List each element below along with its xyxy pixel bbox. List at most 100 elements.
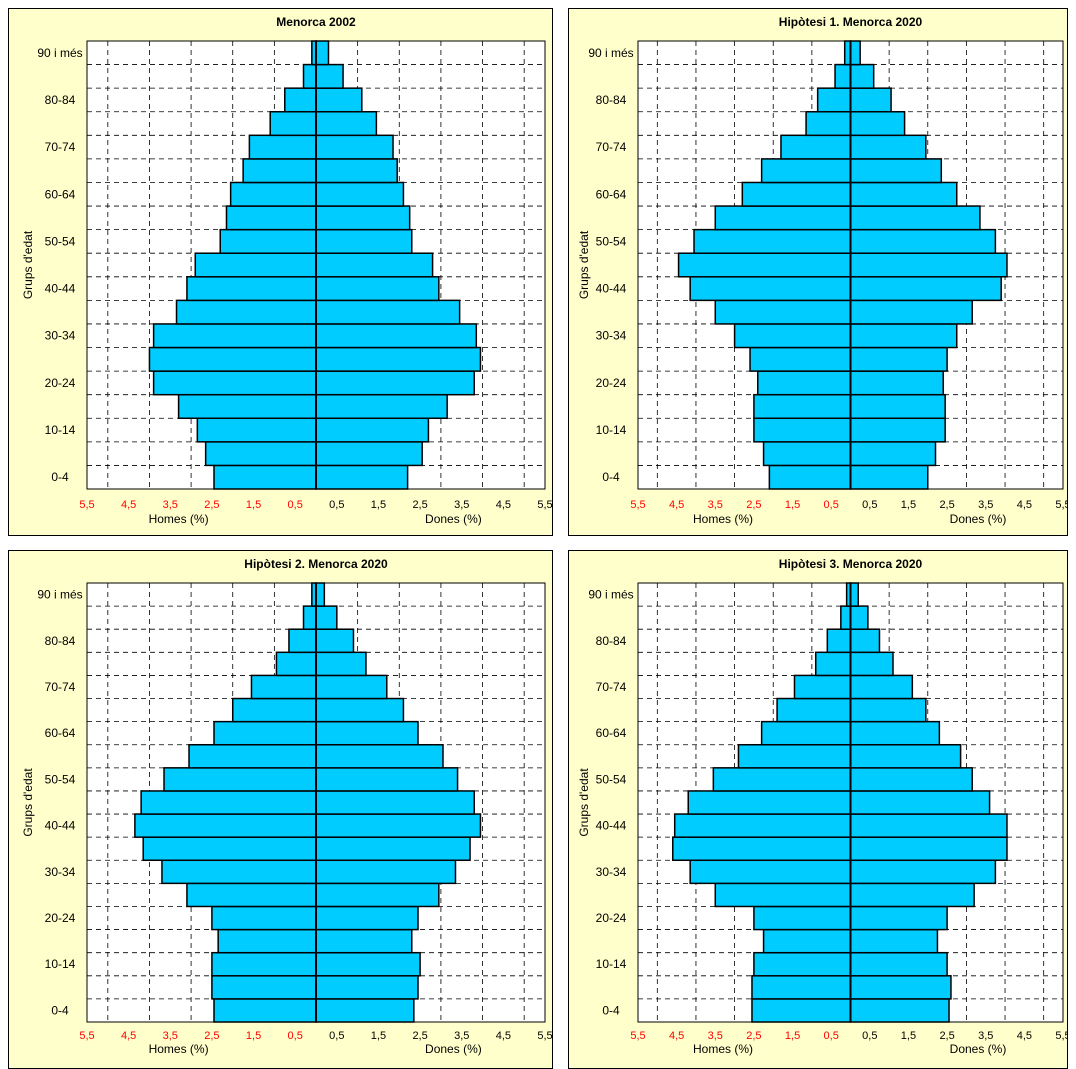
bar-dones xyxy=(315,441,423,467)
bar-homes xyxy=(163,767,317,792)
bar-dones xyxy=(849,299,973,325)
bar-homes xyxy=(161,859,317,885)
bar-dones xyxy=(849,252,1008,278)
bar-dones xyxy=(849,859,997,885)
bar-homes xyxy=(217,928,317,954)
bar-homes xyxy=(757,370,852,396)
bar-dones xyxy=(315,228,413,254)
bar-homes xyxy=(288,628,317,654)
bar-homes xyxy=(714,205,852,231)
bar-homes xyxy=(248,134,317,160)
bar-dones xyxy=(849,674,914,700)
bar-dones xyxy=(849,441,937,467)
x-axis-label-dones: Dones (%) xyxy=(425,512,482,526)
bar-dones xyxy=(849,417,946,443)
bar-dones xyxy=(849,767,973,792)
x-tick-label-homes: 1,5 xyxy=(246,499,261,511)
bar-homes xyxy=(250,674,317,700)
age-group-label: 70-74 xyxy=(45,680,76,694)
x-tick-label-homes: 2,5 xyxy=(204,499,219,511)
x-tick-label-homes: 0,5 xyxy=(288,499,303,511)
age-group-label: 80-84 xyxy=(45,93,76,107)
bar-homes xyxy=(737,743,852,769)
bar-dones xyxy=(315,975,419,1000)
age-group-label: 10-14 xyxy=(596,423,627,437)
bar-dones xyxy=(849,697,927,723)
bar-dones xyxy=(849,582,859,607)
bar-dones xyxy=(315,651,367,677)
pyramid-chart-menorca-2002: Menorca 2002 0-4 10-14 20-24 30-34 40-44 50-54… xyxy=(8,8,553,536)
x-tick-label-dones: 2,5 xyxy=(939,499,954,511)
bar-dones xyxy=(315,767,459,792)
bar-homes xyxy=(741,181,852,207)
bar-dones xyxy=(849,276,1002,302)
x-tick-label-homes: 4,5 xyxy=(121,1030,136,1042)
age-group-label: 50-54 xyxy=(45,234,76,248)
bar-dones xyxy=(315,859,457,885)
bar-dones xyxy=(315,346,482,372)
bar-homes xyxy=(805,110,852,137)
x-tick-label-homes: 3,5 xyxy=(708,499,723,511)
bar-dones xyxy=(315,464,409,490)
x-tick-label-dones: 0,5 xyxy=(329,1030,344,1042)
x-tick-label-dones: 2,5 xyxy=(412,499,427,511)
bar-homes xyxy=(134,813,317,838)
y-axis-label: Grups d'edat xyxy=(21,768,35,837)
x-tick-label-dones: 1,5 xyxy=(371,1030,386,1042)
x-tick-label-dones: 3,5 xyxy=(454,499,469,511)
bar-homes xyxy=(213,720,317,746)
x-tick-label-dones: 5,5 xyxy=(537,1030,552,1042)
bar-dones xyxy=(315,882,440,908)
bar-dones xyxy=(849,813,1008,838)
age-group-label: 70-74 xyxy=(596,680,627,694)
x-tick-label-homes: 3,5 xyxy=(163,499,178,511)
bar-homes xyxy=(714,882,852,908)
bar-dones xyxy=(315,605,338,630)
bar-dones xyxy=(849,836,1008,862)
x-tick-label-homes: 5,5 xyxy=(79,1030,94,1042)
bar-dones xyxy=(849,63,875,89)
bar-dones xyxy=(315,417,430,443)
bar-homes xyxy=(689,859,852,885)
bar-dones xyxy=(315,87,363,113)
bar-dones xyxy=(315,252,434,278)
bar-dones xyxy=(849,228,997,254)
age-group-label: 90 i més xyxy=(37,588,82,602)
bar-dones xyxy=(315,181,405,207)
age-group-label: 60-64 xyxy=(596,726,627,740)
x-tick-label-dones: 3,5 xyxy=(454,1030,469,1042)
bar-homes xyxy=(753,951,852,977)
x-tick-label-homes: 1,5 xyxy=(785,1030,800,1042)
bar-homes xyxy=(213,998,317,1023)
bar-homes xyxy=(196,417,317,443)
x-tick-label-homes: 2,5 xyxy=(746,1030,761,1042)
age-group-label: 40-44 xyxy=(45,819,76,833)
bar-homes xyxy=(733,323,852,349)
bar-dones xyxy=(315,276,440,302)
bar-homes xyxy=(816,87,852,113)
x-tick-label-homes: 4,5 xyxy=(669,1030,684,1042)
bar-dones xyxy=(849,975,952,1000)
x-tick-label-homes: 3,5 xyxy=(163,1030,178,1042)
age-group-label: 30-34 xyxy=(596,329,627,343)
age-group-label: 70-74 xyxy=(596,140,627,154)
chart-svg: Hipòtesi 1. Menorca 2020 0-4 10-14 20-24 30-… xyxy=(568,8,1068,536)
bar-dones xyxy=(315,134,394,160)
bar-dones xyxy=(849,87,892,113)
pyramid-chart-hipotesi-3: Hipòtesi 3. Menorca 2020 0-4 10-14 20-24 30-… xyxy=(568,550,1076,1069)
bar-dones xyxy=(315,928,413,954)
age-group-label: 40-44 xyxy=(596,819,627,833)
bar-dones xyxy=(315,813,482,838)
bar-homes xyxy=(749,346,852,372)
bar-homes xyxy=(204,441,317,467)
x-tick-label-dones: 4,5 xyxy=(496,499,511,511)
bar-homes xyxy=(142,836,317,862)
bar-homes xyxy=(211,975,317,1000)
bar-dones xyxy=(849,720,941,746)
bar-homes xyxy=(672,836,852,862)
bar-dones xyxy=(315,836,471,862)
x-tick-label-homes: 0,5 xyxy=(824,499,839,511)
chart-title: Hipòtesi 3. Menorca 2020 xyxy=(779,557,923,571)
bar-dones xyxy=(315,63,344,89)
age-group-label: 20-24 xyxy=(45,376,76,390)
